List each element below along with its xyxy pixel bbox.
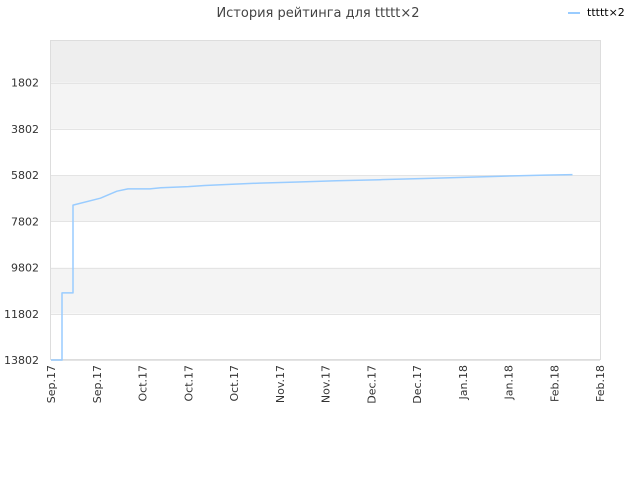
y-tick-label: 13802 xyxy=(4,354,39,367)
band xyxy=(51,175,600,222)
y-axis-ticks: 1802 3802 5802 7802 9802 11802 13802 xyxy=(4,77,39,367)
x-tick-label: Dec.17 xyxy=(365,365,378,404)
x-tick-label: Sep.17 xyxy=(45,365,58,403)
y-tick-label: 11802 xyxy=(4,308,39,321)
x-tick-label: Feb.18 xyxy=(594,365,607,402)
x-tick-label: Feb.18 xyxy=(548,365,561,402)
band xyxy=(51,221,600,268)
series-layer xyxy=(51,173,573,361)
legend-label: ttttt×2 xyxy=(587,6,625,19)
y-tick-label: 3802 xyxy=(11,123,39,136)
y-tick-label: 1802 xyxy=(11,77,39,90)
y-tick-label: 5802 xyxy=(11,169,39,182)
x-tick-label: Oct.17 xyxy=(182,365,195,402)
band xyxy=(51,128,600,176)
background-bands xyxy=(51,41,600,360)
y-tick-label: 7802 xyxy=(11,215,39,228)
band xyxy=(51,41,600,83)
chart-title: История рейтинга для ttttt×2 xyxy=(216,6,419,21)
x-axis-ticks: Sep.17 Sep.17 Oct.17 Oct.17 Oct.17 Nov.17 Nov.… xyxy=(45,365,607,404)
x-tick-label: Dec.17 xyxy=(411,365,424,404)
grid-lines xyxy=(51,83,600,361)
plot-area-border xyxy=(50,40,601,360)
x-tick-label: Jan.18 xyxy=(457,365,470,400)
x-tick-label: Oct.17 xyxy=(137,365,150,402)
x-tick-label: Nov.17 xyxy=(274,365,287,403)
x-tick-label: Nov.17 xyxy=(320,365,333,403)
x-tick-label: Oct.17 xyxy=(228,365,241,402)
legend: ttttt×2 xyxy=(568,6,625,19)
band xyxy=(51,82,600,129)
x-tick-label: Jan.18 xyxy=(503,365,516,400)
series-line xyxy=(51,173,573,361)
band xyxy=(51,313,600,360)
y-tick-label: 9802 xyxy=(11,262,39,275)
x-tick-label: Sep.17 xyxy=(91,365,104,403)
band xyxy=(51,267,600,314)
